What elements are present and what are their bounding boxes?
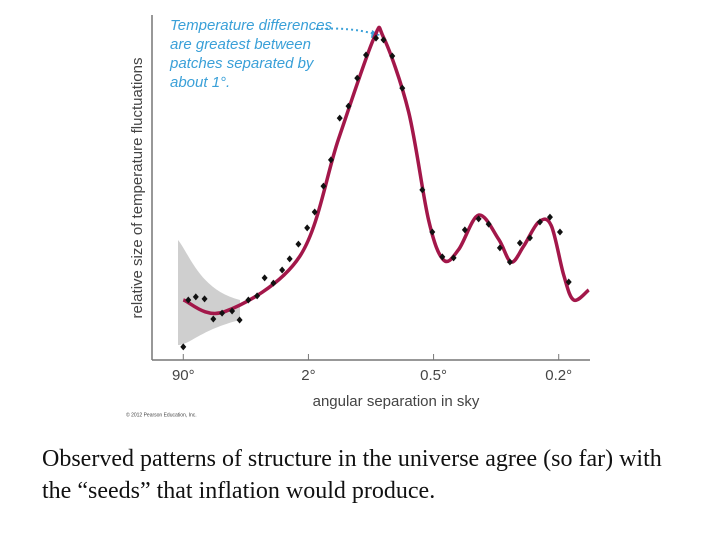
data-point <box>180 343 187 351</box>
data-point <box>192 293 199 301</box>
x-axis-label: angular separation in sky <box>313 393 480 410</box>
data-point <box>496 244 503 252</box>
data-point <box>304 224 311 232</box>
annotation: about 1°. <box>170 74 230 91</box>
x-tick-label: 0.5° <box>420 367 447 384</box>
data-point <box>286 255 293 263</box>
data-point <box>327 156 334 164</box>
annotation: Temperature differences <box>170 17 333 34</box>
data-point <box>229 307 236 315</box>
data-point <box>261 274 268 282</box>
data-point <box>345 102 352 110</box>
data-point <box>279 266 286 274</box>
data-point <box>362 51 369 59</box>
data-point <box>245 296 252 304</box>
credit: © 2012 Pearson Education, Inc. <box>126 411 197 418</box>
data-point <box>419 186 426 194</box>
data-point <box>461 226 468 234</box>
data-point <box>219 309 226 317</box>
x-tick-label: 0.2° <box>545 367 572 384</box>
data-point <box>526 234 533 242</box>
data-point <box>399 84 406 92</box>
data-point <box>565 278 572 286</box>
data-point <box>546 213 553 221</box>
data-point <box>536 218 543 226</box>
y-axis-label: relative size of temperature fluctuation… <box>129 58 146 319</box>
data-point <box>506 258 513 266</box>
data-point <box>270 279 277 287</box>
data-point <box>236 316 243 324</box>
data-point <box>201 295 208 303</box>
data-point <box>210 315 217 323</box>
data-point <box>185 296 192 304</box>
data-point <box>450 254 457 262</box>
data-point <box>516 239 523 247</box>
data-point <box>254 292 261 300</box>
data-point <box>354 74 361 82</box>
annotation-arrow <box>315 27 376 35</box>
annotation: are greatest between <box>170 36 311 53</box>
data-point <box>373 34 380 42</box>
annotation: patches separated by <box>169 55 315 72</box>
data-point <box>311 208 318 216</box>
data-point <box>336 114 343 122</box>
data-point <box>380 36 387 44</box>
data-point <box>556 228 563 236</box>
x-tick-label: 90° <box>172 367 195 384</box>
x-tick-label: 2° <box>301 367 315 384</box>
model-curve <box>182 25 590 316</box>
data-point <box>389 52 396 60</box>
data-point <box>439 253 446 261</box>
data-point <box>475 215 482 223</box>
uncertainty-band <box>178 240 240 345</box>
data-point <box>429 228 436 236</box>
chart: relative size of temperature fluctuation… <box>126 15 590 418</box>
data-point <box>485 220 492 228</box>
caption: Observed patterns of structure in the un… <box>42 446 662 504</box>
data-point <box>320 182 327 190</box>
data-point <box>295 240 302 248</box>
